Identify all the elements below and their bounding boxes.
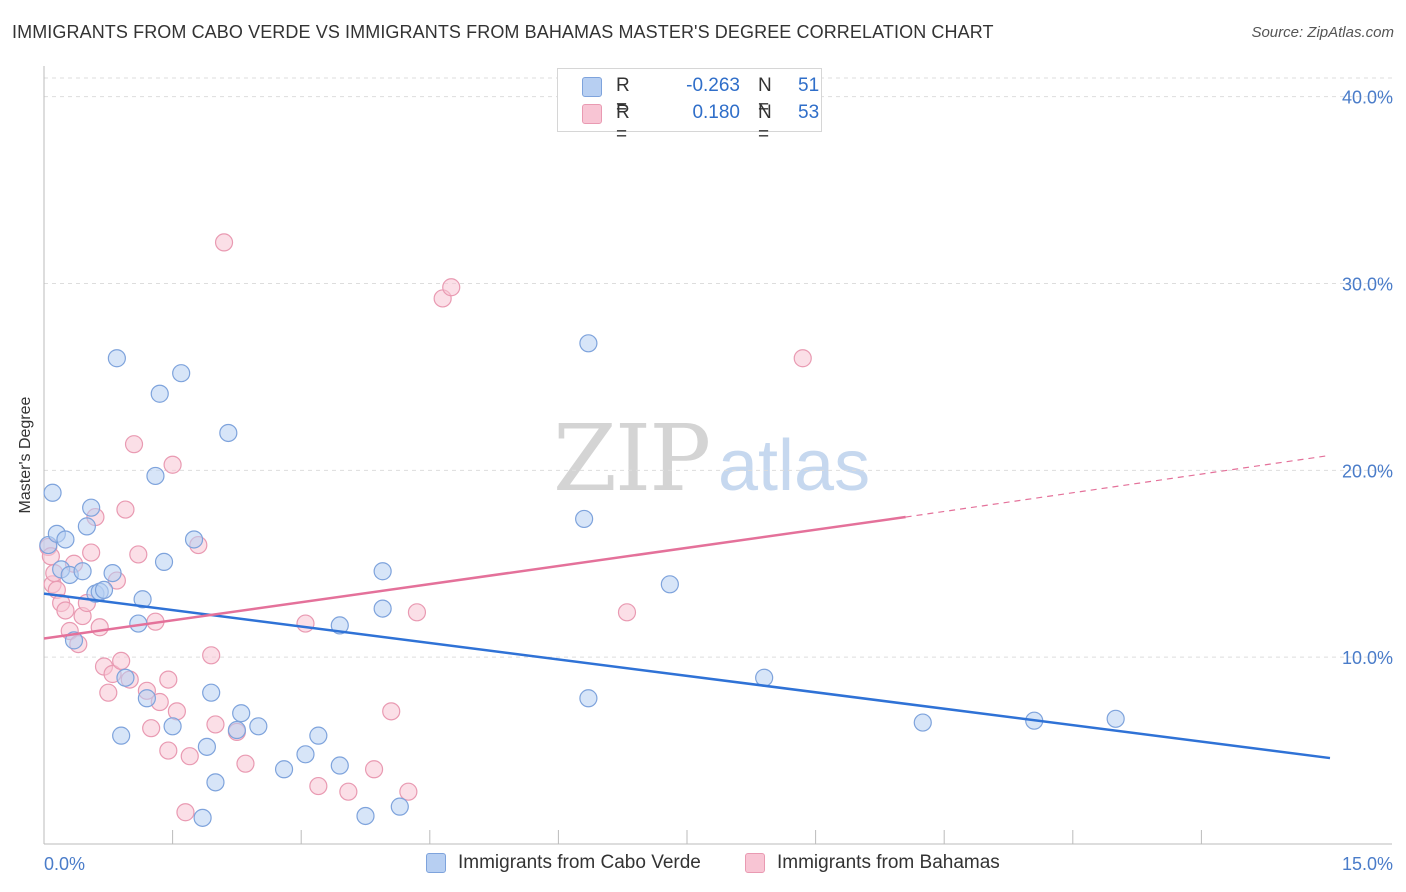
- chart-title: IMMIGRANTS FROM CABO VERDE VS IMMIGRANTS…: [12, 22, 994, 42]
- cabo-verde-point: [103, 563, 122, 583]
- bottom-legend-label: Immigrants from Cabo Verde: [458, 852, 701, 873]
- cabo-verde-point: [579, 689, 598, 708]
- cabo-verde-point: [94, 580, 114, 600]
- y-tick-label: 30.0%: [1342, 275, 1393, 295]
- bahamas-point: [442, 278, 461, 297]
- bahamas-point: [167, 702, 186, 721]
- cabo-verde-point: [116, 668, 135, 687]
- cabo-verde-point: [755, 668, 774, 687]
- cabo-verde-point: [373, 562, 392, 581]
- cabo-verde-point: [73, 562, 92, 581]
- bahamas-point: [793, 349, 812, 368]
- legend-n-label: N =: [758, 75, 772, 118]
- bahamas-point: [180, 747, 199, 766]
- cabo-verde-point: [1106, 709, 1125, 728]
- bahamas-point: [407, 603, 427, 622]
- cabo-verde-point: [163, 717, 182, 736]
- cabo-verde-point: [390, 797, 409, 816]
- bahamas-point: [339, 782, 358, 801]
- cabo-verde-point: [107, 349, 126, 368]
- bahamas-point: [90, 618, 109, 637]
- bahamas-point: [364, 760, 384, 779]
- cabo-verde-point: [232, 704, 251, 723]
- bahamas-point: [159, 741, 178, 760]
- bahamas-point: [159, 670, 178, 689]
- bahamas-point: [99, 683, 118, 702]
- bahamas-point: [129, 545, 148, 564]
- cabo-verde-point: [184, 530, 204, 549]
- bahamas-point: [382, 702, 401, 721]
- legend-swatch-pink: [582, 104, 602, 124]
- bahamas-trend-line: [43, 515, 906, 640]
- bahamas-point: [82, 543, 101, 562]
- bahamas-point: [214, 233, 234, 252]
- x-tick-label: 0.0%: [44, 854, 85, 874]
- cabo-verde-point: [202, 683, 221, 702]
- cabo-verde-point: [133, 590, 152, 609]
- bahamas-point: [124, 435, 144, 454]
- bahamas-point: [296, 614, 315, 633]
- cabo-verde-point: [249, 717, 268, 736]
- legend-n-label: N =: [758, 102, 772, 145]
- cabo-verde-point: [296, 745, 315, 764]
- bahamas-point: [236, 754, 255, 773]
- watermark-zip: ZIP: [553, 405, 711, 512]
- cabo-verde-point: [193, 808, 212, 827]
- cabo-verde-point: [579, 334, 598, 353]
- y-tick-label: 20.0%: [1342, 461, 1393, 481]
- bahamas-trend-line-extension: [905, 454, 1331, 518]
- legend-r-value: 0.180: [692, 102, 740, 123]
- cabo-verde-point: [112, 726, 131, 745]
- cabo-verde-point: [913, 713, 932, 732]
- bottom-legend-swatch-blue: [426, 853, 446, 873]
- cabo-verde-point: [197, 737, 216, 756]
- bahamas-point: [176, 803, 195, 822]
- cabo-verde-point: [274, 760, 294, 779]
- cabo-verde-point: [43, 483, 62, 502]
- cabo-verde-point: [219, 423, 238, 443]
- cabo-verde-point: [146, 466, 165, 486]
- cabo-verde-point: [150, 384, 169, 403]
- cabo-verde-point: [227, 720, 246, 740]
- bahamas-point: [399, 782, 418, 801]
- cabo-verde-point: [172, 364, 191, 383]
- correlation-legend: R = -0.263 N = 51 R = 0.180 N = 53: [557, 68, 822, 145]
- bahamas-point: [617, 603, 637, 622]
- bahamas-point: [163, 455, 182, 474]
- cabo-verde-trend-line: [43, 592, 1331, 760]
- legend-n-value: 51: [798, 75, 820, 96]
- y-tick-label: 10.0%: [1342, 648, 1393, 668]
- y-tick-label: 40.0%: [1342, 88, 1393, 108]
- bahamas-point: [142, 719, 161, 738]
- cabo-verde-point: [373, 599, 392, 618]
- cabo-verde-point: [56, 530, 75, 549]
- cabo-verde-point: [660, 575, 679, 594]
- legend-n-value: 53: [798, 102, 820, 123]
- legend-r-value: -0.263: [686, 75, 740, 96]
- cabo-verde-point: [206, 773, 225, 792]
- watermark-atlas: atlas: [718, 426, 871, 506]
- cabo-verde-point: [82, 498, 101, 517]
- bahamas-point: [309, 776, 328, 796]
- cabo-verde-point: [77, 517, 96, 536]
- cabo-verde-point: [137, 689, 156, 708]
- source-credit: Source: ZipAtlas.com: [1251, 24, 1394, 41]
- bahamas-point: [202, 646, 221, 665]
- legend-r-label: R =: [616, 75, 630, 118]
- bottom-legend-label: Immigrants from Bahamas: [777, 852, 1000, 873]
- cabo-verde-point: [330, 756, 349, 775]
- cabo-verde-point: [356, 806, 375, 826]
- legend-r-label: R =: [616, 102, 630, 145]
- x-tick-label: 15.0%: [1342, 854, 1393, 874]
- cabo-verde-point: [575, 509, 594, 529]
- bahamas-point: [56, 601, 75, 620]
- bahamas-point: [116, 500, 135, 519]
- legend-swatch-blue: [582, 77, 602, 97]
- cabo-verde-point: [154, 552, 174, 571]
- bottom-legend-swatch-pink: [745, 853, 765, 873]
- bahamas-point: [206, 715, 225, 734]
- cabo-verde-point: [309, 726, 328, 745]
- bahamas-point: [112, 651, 131, 671]
